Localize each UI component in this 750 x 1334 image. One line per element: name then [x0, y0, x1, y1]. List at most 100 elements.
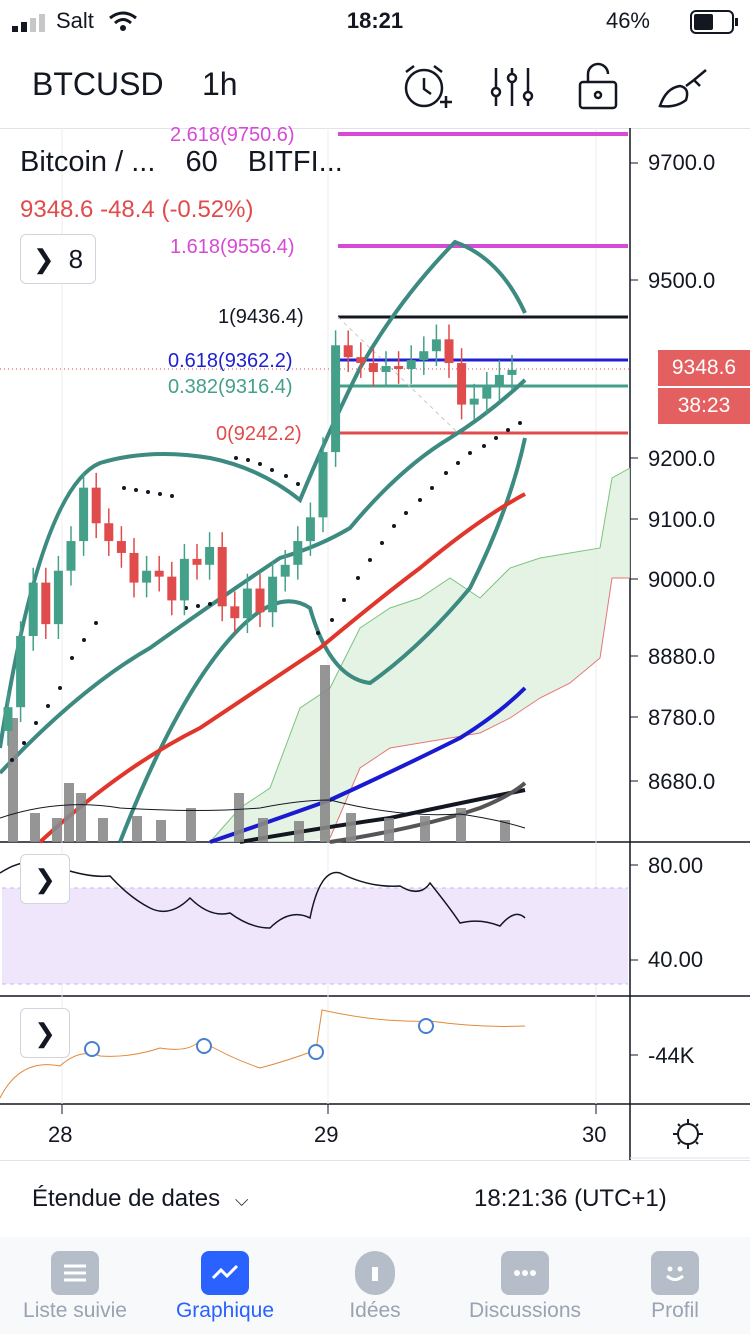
candle-body [469, 398, 479, 405]
fib-level-0618: 0.618(9362.2) [168, 350, 293, 372]
candle-body [293, 541, 303, 565]
candle-body [406, 360, 416, 369]
candle-body [230, 606, 240, 619]
candle-body [507, 369, 517, 375]
tab-label: Idées [349, 1299, 401, 1322]
candle-body [431, 339, 441, 352]
date-range-label: Étendue de dates [32, 1185, 221, 1212]
price-tick: 9000.0 [648, 567, 716, 592]
chart-header: BTCUSD 1h [0, 44, 750, 129]
chevron-right-icon: ❯ [34, 863, 56, 894]
time-tick: 29 [314, 1122, 339, 1147]
legend-price-change: 9348.6 -48.4 (-0.52%) [20, 196, 254, 223]
rsi-pane-toggle[interactable]: ❯ [20, 854, 70, 904]
symbol-description: Bitcoin / ... [20, 146, 156, 178]
lock-icon[interactable] [572, 60, 626, 114]
candle-body [66, 541, 76, 571]
legend-interval: 60 [185, 146, 218, 178]
candle-body [255, 588, 265, 613]
price-tick: 9500.0 [648, 268, 716, 293]
chart-area[interactable] [0, 128, 750, 1160]
tab-discussions[interactable]: Discussions [450, 1237, 600, 1334]
price-tick: 9200.0 [648, 446, 716, 471]
price-tick: 9100.0 [648, 507, 716, 532]
status-bar: Salt 18:21 46% [0, 0, 750, 44]
price-tick: 8880.0 [648, 644, 716, 669]
candle-body [318, 452, 328, 518]
alarm-add-icon[interactable] [400, 60, 454, 114]
candle-body [356, 357, 366, 364]
wifi-icon [109, 11, 137, 31]
candle-body [242, 588, 252, 619]
candle-body [129, 552, 139, 583]
candle-body [116, 541, 126, 553]
indicators-toggle-button[interactable]: ❯ 8 [20, 234, 96, 284]
candle-body [167, 576, 177, 601]
candle-body [482, 386, 492, 399]
settings-gear-icon[interactable] [673, 1119, 703, 1149]
candle-body [444, 339, 454, 364]
candle-body [280, 564, 290, 577]
smile-icon [651, 1251, 699, 1295]
chevron-down-icon: ⌵ [234, 1190, 249, 1210]
chevron-right-icon: ❯ [34, 1017, 56, 1048]
candle-body [381, 366, 391, 372]
tab-label: Graphique [175, 1299, 275, 1322]
tab-profile[interactable]: Profil [600, 1237, 750, 1334]
tab-label: Liste suivie [23, 1299, 127, 1322]
drawing-tools-icon[interactable] [656, 60, 710, 114]
tab-ideas[interactable]: Idées [300, 1237, 450, 1334]
timezone-clock[interactable]: 18:21:36 (UTC+1) [474, 1185, 667, 1212]
candle-body [28, 582, 38, 636]
fib-level-0382: 0.382(9316.4) [168, 376, 293, 398]
fib-level-1618: 1.618(9556.4) [170, 236, 295, 258]
battery-icon [690, 10, 738, 34]
candle-body [217, 547, 227, 607]
obv-tick: -44K [648, 1043, 695, 1068]
tab-label: Profil [651, 1299, 699, 1322]
candle-body [457, 363, 467, 405]
chevron-right-icon: ❯ [32, 243, 55, 274]
lightbulb-icon [355, 1251, 395, 1295]
candle-body [192, 558, 202, 565]
candle-body [394, 366, 404, 369]
time-tick: 30 [582, 1122, 607, 1147]
date-range-bar: Étendue de dates ⌵ 18:21:36 (UTC+1) [0, 1160, 750, 1238]
last-price-tag: 9348.6 [658, 350, 750, 386]
candle-body [343, 345, 353, 358]
candle-body [16, 636, 26, 708]
candle-body [3, 707, 13, 731]
obv-pane-toggle[interactable]: ❯ [20, 1008, 70, 1058]
candle-body [154, 570, 164, 577]
indicators-icon[interactable] [486, 60, 540, 114]
signal-icon [12, 14, 45, 32]
candle-body [368, 363, 378, 372]
battery-percent: 46% [605, 8, 650, 33]
candle-body [53, 570, 63, 625]
list-icon [51, 1251, 99, 1295]
candles-group [3, 324, 517, 746]
candle-body [268, 576, 278, 613]
price-tick: 8780.0 [648, 705, 716, 730]
bar-countdown-tag: 38:23 [658, 388, 750, 424]
tab-chart[interactable]: Graphique [150, 1237, 300, 1334]
candle-body [41, 582, 51, 625]
candle-body [419, 351, 429, 361]
candle-body [79, 487, 89, 542]
candle-body [104, 523, 114, 542]
date-range-selector[interactable]: Étendue de dates ⌵ [32, 1185, 248, 1213]
indicators-count: 8 [68, 243, 84, 274]
timeframe-selector[interactable]: 1h [202, 66, 238, 102]
legend-exchange: BITFI... [247, 146, 343, 178]
rsi-tick: 80.00 [648, 853, 704, 878]
price-tick: 9700.0 [648, 150, 716, 175]
symbol-selector[interactable]: BTCUSD [32, 66, 164, 102]
fib-level-1: 1(9436.4) [218, 306, 304, 328]
chart-legend-title: Bitcoin / ... 60 BITFI... [20, 146, 343, 179]
candle-body [142, 570, 152, 583]
time-tick: 28 [48, 1122, 73, 1147]
tab-watchlist[interactable]: Liste suivie [0, 1237, 150, 1334]
candle-body [179, 558, 189, 601]
candle-body [91, 487, 101, 524]
candle-body [305, 517, 315, 542]
